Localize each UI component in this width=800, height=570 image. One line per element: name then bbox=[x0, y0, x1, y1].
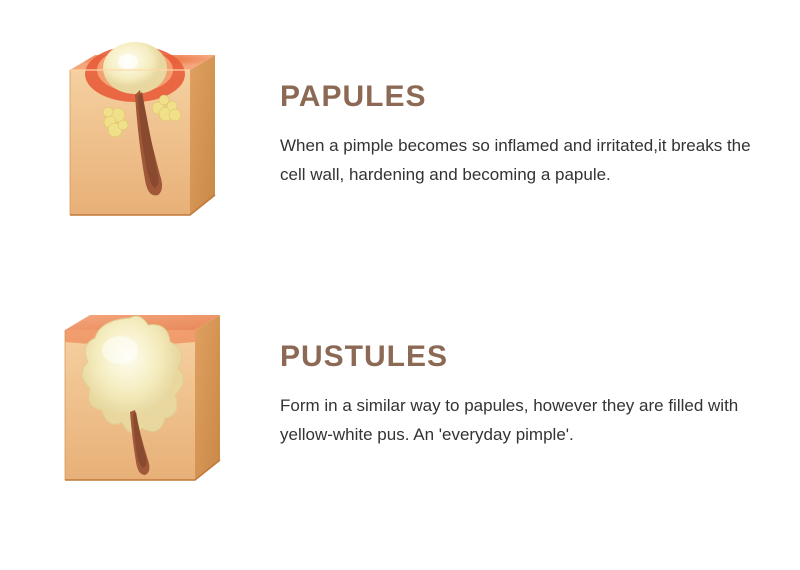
papules-illustration bbox=[40, 20, 240, 240]
papules-description: When a pimple becomes so inflamed and ir… bbox=[280, 132, 760, 190]
pustules-description: Form in a similar way to papules, howeve… bbox=[280, 392, 760, 450]
papules-text: PAPULES When a pimple becomes so inflame… bbox=[280, 70, 760, 190]
pustules-title: PUSTULES bbox=[280, 340, 760, 374]
papules-section: PAPULES When a pimple becomes so inflame… bbox=[40, 20, 760, 240]
pustules-section: PUSTULES Form in a similar way to papule… bbox=[40, 280, 760, 500]
pustules-illustration bbox=[40, 280, 240, 500]
papules-title: PAPULES bbox=[280, 80, 760, 114]
pustules-text: PUSTULES Form in a similar way to papule… bbox=[280, 330, 760, 450]
